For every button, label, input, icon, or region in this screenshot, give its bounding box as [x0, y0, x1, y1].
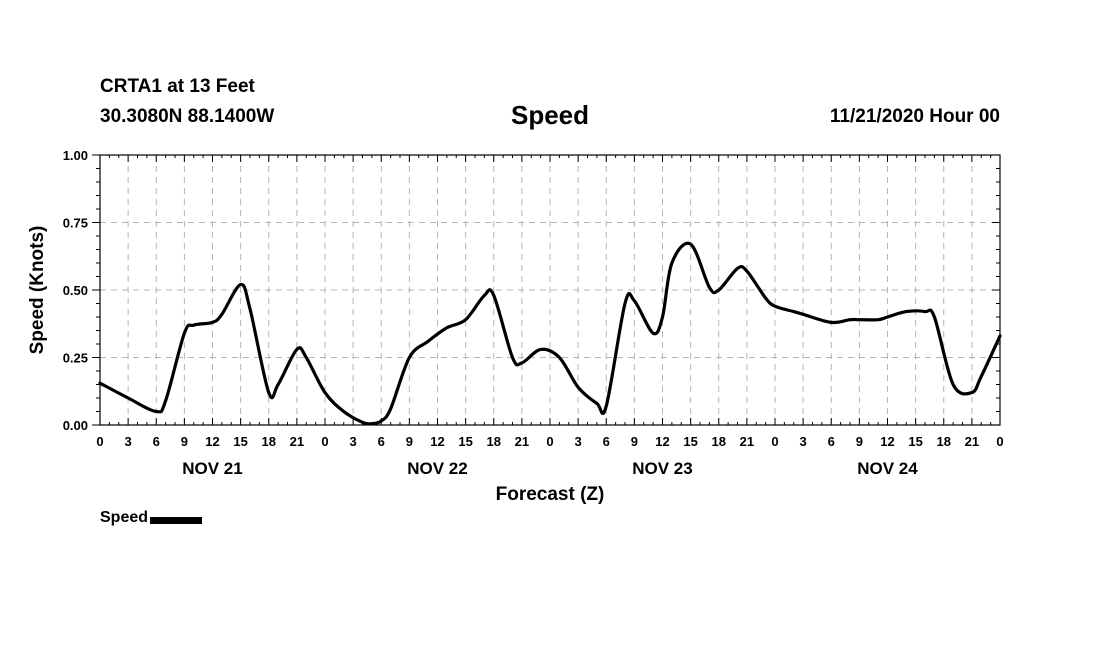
x-tick-label: 18 [487, 434, 501, 449]
legend-swatch [150, 517, 202, 524]
y-tick-label: 0.25 [63, 351, 88, 366]
x-axis-title: Forecast (Z) [496, 484, 605, 505]
x-tick-label: 9 [181, 434, 188, 449]
y-tick-label: 0.00 [63, 418, 88, 433]
x-tick-label: 0 [771, 434, 778, 449]
day-label: NOV 23 [632, 459, 692, 478]
x-tick-label: 6 [153, 434, 160, 449]
legend-label: Speed [100, 509, 148, 527]
x-tick-label: 12 [430, 434, 444, 449]
x-tick-label: 12 [655, 434, 669, 449]
x-tick-label: 6 [603, 434, 610, 449]
x-tick-label: 12 [880, 434, 894, 449]
x-tick-label: 9 [856, 434, 863, 449]
x-tick-label: 21 [740, 434, 754, 449]
x-tick-label: 15 [683, 434, 697, 449]
x-tick-label: 21 [515, 434, 529, 449]
speed-chart: 0 3 6 9 12 15 18 21 0 3 6 9 12 15 18 21 0 3 6 9 12 15 18 21 0 3 6 9… [0, 0, 1100, 650]
y-axis-title: Speed (Knots) [27, 226, 48, 355]
day-label: NOV 22 [407, 459, 467, 478]
x-tick-label: 0 [546, 434, 553, 449]
x-tick-label: 21 [965, 434, 979, 449]
x-tick-label: 18 [937, 434, 951, 449]
x-tick-label: 3 [125, 434, 132, 449]
x-tick-label: 15 [233, 434, 247, 449]
day-label: NOV 21 [182, 459, 242, 478]
y-tick-label: 0.75 [63, 216, 88, 231]
x-tick-label: 0 [996, 434, 1003, 449]
x-tick-label: 6 [828, 434, 835, 449]
x-tick-label: 12 [205, 434, 219, 449]
x-tick-label: 6 [378, 434, 385, 449]
x-tick-label: 0 [321, 434, 328, 449]
x-tick-label: 3 [350, 434, 357, 449]
x-tick-label: 15 [458, 434, 472, 449]
x-tick-label: 21 [290, 434, 304, 449]
x-tick-label: 3 [575, 434, 582, 449]
x-tick-label: 15 [908, 434, 922, 449]
y-tick-label: 1.00 [63, 148, 88, 163]
x-tick-label: 18 [262, 434, 276, 449]
x-tick-label: 0 [96, 434, 103, 449]
x-tick-label: 18 [712, 434, 726, 449]
x-tick-label: 3 [800, 434, 807, 449]
tick-labels: 0 3 6 9 12 15 18 21 0 3 6 9 12 15 18 21 0 3 6 9 12 15 18 21 0 3 6 9… [63, 148, 1004, 478]
x-tick-label: 9 [631, 434, 638, 449]
legend: Speed [100, 509, 202, 527]
day-label: NOV 24 [857, 459, 918, 478]
y-tick-label: 0.50 [63, 283, 88, 298]
x-tick-label: 9 [406, 434, 413, 449]
